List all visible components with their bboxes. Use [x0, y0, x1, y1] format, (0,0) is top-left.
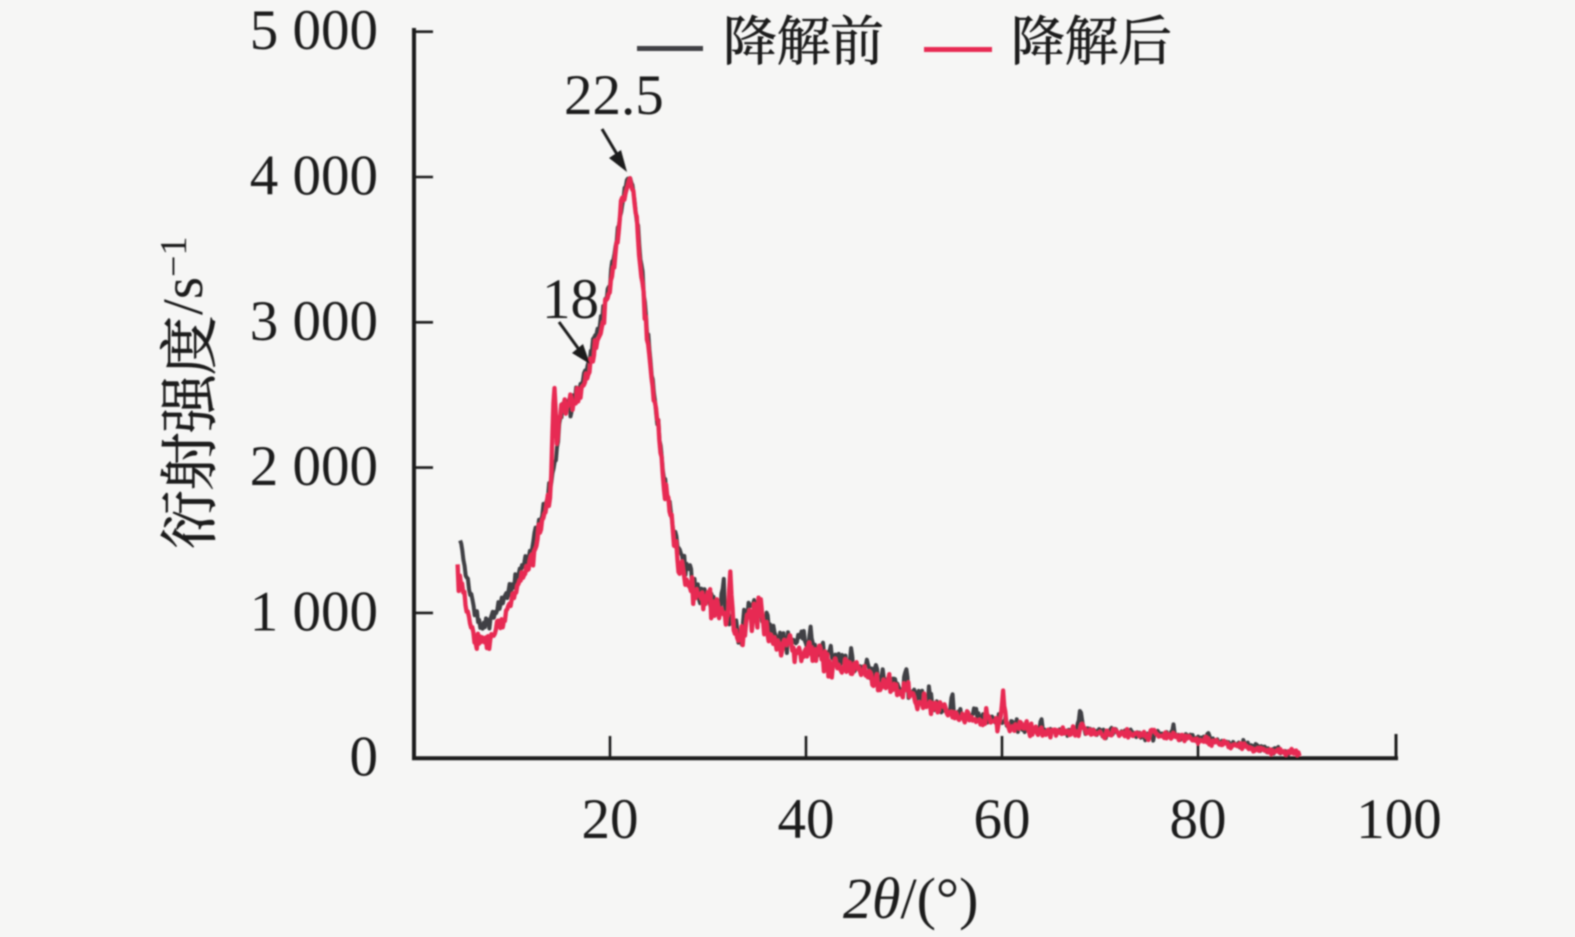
svg-text:60: 60: [974, 788, 1031, 851]
svg-text:80: 80: [1170, 788, 1227, 851]
svg-text:0: 0: [350, 726, 379, 789]
svg-text:2θ/(°): 2θ/(°): [843, 866, 978, 931]
svg-text:100: 100: [1356, 788, 1442, 851]
svg-text:3 000: 3 000: [250, 290, 378, 353]
svg-text:18: 18: [542, 268, 599, 331]
svg-text:22.5: 22.5: [564, 64, 664, 127]
svg-text:2 000: 2 000: [250, 435, 378, 498]
svg-text:5 000: 5 000: [250, 0, 378, 62]
svg-text:40: 40: [778, 788, 835, 851]
svg-text:1 000: 1 000: [250, 580, 378, 643]
svg-text:4 000: 4 000: [250, 145, 378, 208]
svg-text:20: 20: [582, 788, 639, 851]
